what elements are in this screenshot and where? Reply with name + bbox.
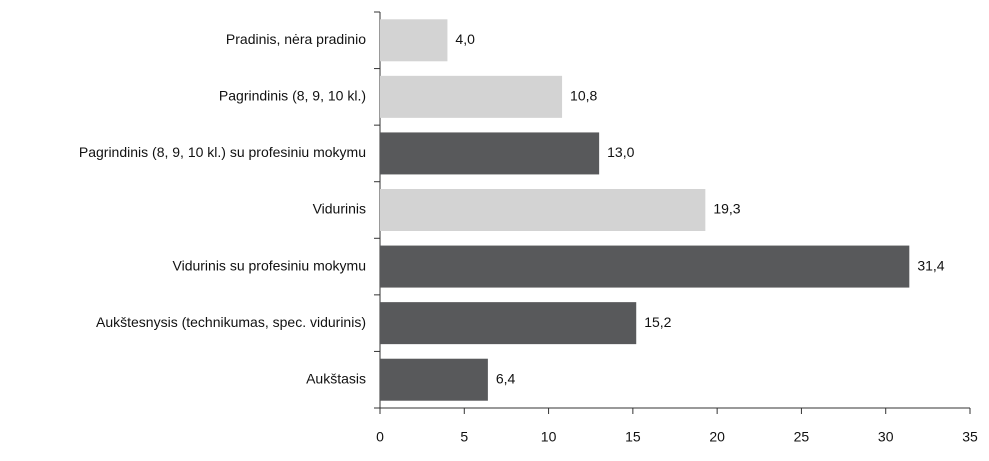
bar (380, 189, 706, 231)
bar (380, 245, 910, 288)
x-tick-label: 5 (460, 429, 468, 445)
y-tick-label: Pagrindinis (8, 9, 10 kl.) (219, 88, 366, 104)
value-label: 13,0 (607, 144, 634, 160)
bar (380, 302, 637, 345)
x-tick-label: 10 (541, 429, 557, 445)
x-tick-label: 20 (709, 429, 725, 445)
value-label: 10,8 (570, 88, 597, 104)
bar (380, 358, 488, 401)
value-label: 4,0 (455, 31, 475, 47)
x-tick-label: 0 (376, 429, 384, 445)
value-label: 6,4 (496, 370, 516, 386)
y-tick-label: Aukštasis (306, 370, 366, 386)
y-tick-label: Vidurinis (313, 201, 366, 217)
y-tick-label: Vidurinis su profesiniu mokymu (173, 257, 367, 273)
y-tick-label: Pradinis, nėra pradinio (226, 31, 366, 47)
y-tick-label: Aukštesnysis (technikumas, spec. vidurin… (96, 314, 366, 330)
value-label: 31,4 (917, 257, 944, 273)
x-tick-label: 30 (878, 429, 894, 445)
x-tick-label: 35 (962, 429, 978, 445)
bar (380, 132, 600, 175)
value-label: 19,3 (713, 201, 740, 217)
bar (380, 19, 448, 62)
bar (380, 75, 563, 118)
value-label: 15,2 (644, 314, 671, 330)
y-tick-label: Pagrindinis (8, 9, 10 kl.) su profesiniu… (79, 144, 366, 160)
x-tick-label: 15 (625, 429, 641, 445)
x-tick-label: 25 (794, 429, 810, 445)
